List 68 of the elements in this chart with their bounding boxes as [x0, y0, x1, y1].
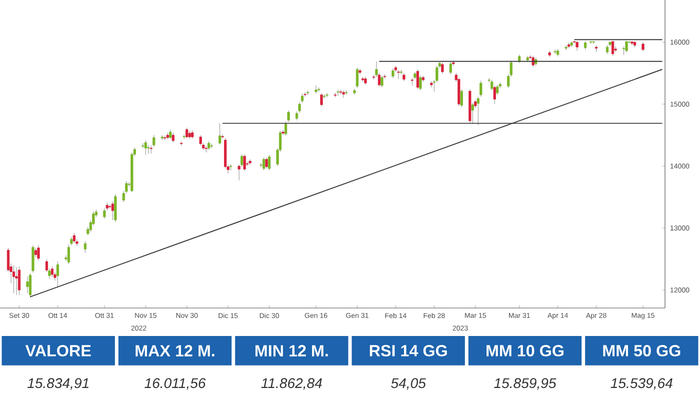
text: 15.859,95 — [494, 378, 556, 390]
candlestick — [300, 93, 304, 104]
candlestick — [114, 194, 117, 222]
candlestick — [204, 146, 208, 153]
candlestick — [314, 85, 318, 94]
candlestick — [103, 208, 106, 219]
category-label: MM 50 GG — [603, 344, 680, 356]
category-label: RSI 14 GG — [370, 344, 447, 356]
candlestick — [262, 157, 266, 171]
candlestick — [576, 41, 578, 52]
candlestick — [480, 80, 482, 97]
candlestick — [298, 101, 301, 114]
candlestick — [268, 154, 271, 171]
candlestick — [392, 68, 394, 78]
candlestick — [380, 75, 384, 88]
candlestick — [15, 266, 18, 296]
text: 16.011,56 — [144, 378, 206, 390]
candlestick — [287, 110, 290, 122]
candlestick — [32, 245, 34, 273]
candlestick — [37, 245, 40, 262]
candlestick — [248, 159, 252, 166]
candlestick — [172, 132, 174, 143]
candlestick — [471, 102, 474, 124]
candlestick — [56, 261, 60, 287]
candlestick — [243, 154, 246, 172]
candlestick — [111, 201, 114, 220]
text: 54,05 — [391, 378, 426, 390]
candlestick — [430, 80, 433, 88]
candlestick — [18, 266, 21, 296]
candlestick — [50, 266, 54, 278]
candlestick — [336, 90, 340, 96]
category-label: MIN 12 M. — [255, 345, 328, 356]
candlestick — [26, 276, 29, 294]
candlestick — [416, 69, 419, 90]
candlestick — [441, 62, 444, 74]
candlestick — [144, 140, 147, 156]
category-label: MAX 12 M. — [136, 345, 214, 356]
candlestick — [353, 88, 356, 96]
candlestick — [320, 92, 323, 107]
text: 11.862,84 — [261, 378, 322, 390]
candlestick — [642, 42, 644, 52]
candlestick — [265, 157, 268, 169]
candlestick — [199, 134, 202, 146]
candlestick — [449, 62, 452, 75]
candlestick — [28, 273, 32, 298]
candlestick — [356, 67, 359, 88]
candlestick — [12, 264, 16, 294]
candlestick — [152, 134, 156, 148]
candlestick — [34, 248, 38, 258]
candlestick — [84, 240, 87, 254]
candlestick — [611, 41, 614, 56]
candlestick — [625, 41, 628, 53]
candlestick — [169, 129, 172, 140]
category-label: MM 10 GG — [486, 344, 564, 356]
candlestick — [72, 232, 76, 244]
text: 15.834,91 — [27, 378, 88, 390]
text: 15.539,64 — [610, 378, 672, 390]
candlestick — [284, 121, 288, 136]
candlestick — [570, 41, 573, 48]
candlestick — [397, 70, 400, 80]
candlestick — [218, 123, 222, 145]
category-label: VALORE — [25, 344, 91, 356]
candlestick — [342, 90, 345, 98]
candlestick — [476, 96, 480, 126]
candlestick — [186, 127, 188, 138]
candlestick — [358, 68, 362, 75]
candlestick — [70, 236, 73, 246]
candlestick — [67, 244, 70, 264]
